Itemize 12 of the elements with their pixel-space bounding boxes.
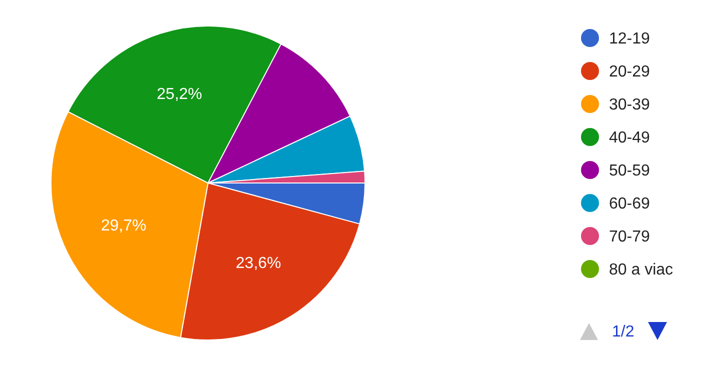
data-label: 25,2% (156, 86, 202, 103)
data-label: 29,7% (100, 218, 146, 235)
legend-label: 80 a viac (609, 262, 674, 279)
text: 1/2 (612, 324, 634, 341)
legend-label: 30-39 (609, 96, 650, 114)
legend-label: 50-59 (609, 162, 650, 180)
legend-label: 20-29 (609, 64, 650, 81)
data-label: 23,6% (236, 255, 282, 272)
legend-label: 40-49 (609, 130, 650, 147)
legend-label: 60-69 (609, 196, 650, 213)
legend-label: 12-19 (609, 30, 650, 48)
legend-label: 70-79 (609, 228, 650, 246)
